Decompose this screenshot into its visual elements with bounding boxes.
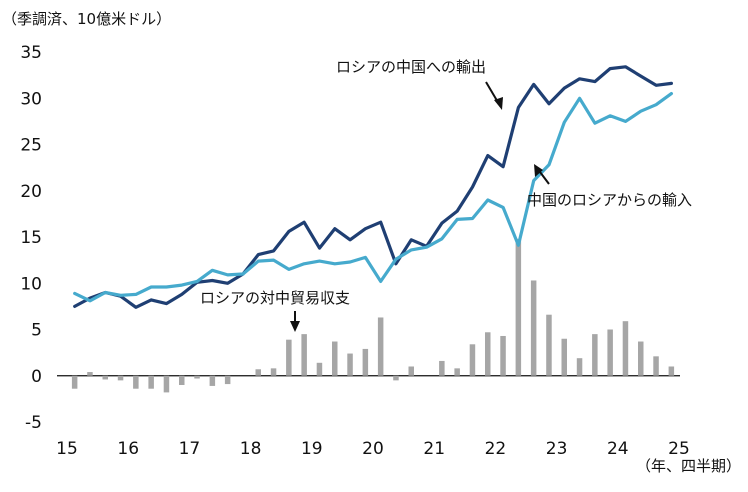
balance-bar [332, 341, 338, 376]
balance-bar [530, 280, 537, 376]
export-arrow-head [494, 97, 503, 110]
x-tick-label: 21 [423, 439, 445, 459]
balance-bar [408, 366, 414, 376]
y-axis: -5 0 5 10 15 20 25 30 35 [20, 43, 42, 433]
y-tick-label: 35 [20, 43, 42, 63]
balance-bar [270, 368, 277, 376]
balance-bar [148, 375, 154, 389]
x-tick-label: 19 [301, 439, 323, 459]
balance-bar [576, 358, 583, 376]
trade-lines [73, 65, 673, 309]
y-tick-label: 15 [20, 228, 42, 248]
balance-bar [133, 375, 139, 389]
export-line [73, 65, 673, 309]
x-tick-label: 22 [485, 439, 507, 459]
x-tick-label: 17 [179, 439, 201, 459]
balance-bar [255, 369, 261, 376]
y-tick-label: 30 [20, 89, 42, 109]
balance-annotation: ロシアの対中貿易収支 [200, 289, 350, 307]
balance-bar [362, 348, 369, 376]
y-tick-label: 25 [20, 136, 42, 156]
x-tick-label: 20 [362, 439, 384, 459]
balance-bar [286, 339, 292, 376]
x-tick-label: 16 [117, 439, 139, 459]
balance-bar [179, 375, 185, 385]
balance-arrow-head [290, 321, 300, 332]
balance-bar [87, 372, 93, 376]
y-unit-label: （季調済、10億米ドル） [2, 10, 171, 28]
balance-bar [377, 317, 384, 376]
balance-bar [469, 344, 476, 376]
x-tick-label: 25 [668, 439, 690, 459]
y-tick-label: 20 [20, 182, 42, 202]
balance-bar [622, 321, 629, 376]
x-tick-label: 15 [56, 439, 78, 459]
balance-bar [347, 353, 353, 376]
import-line [73, 92, 673, 303]
balance-bar [439, 360, 445, 376]
x-axis: 15 16 17 18 19 20 21 22 23 24 25 [56, 375, 690, 459]
balance-bar [607, 329, 613, 376]
balance-bar [194, 375, 200, 379]
balance-bar [209, 375, 216, 386]
balance-bar [561, 338, 567, 376]
balance-bar [638, 341, 644, 376]
import-annotation: 中国のロシアからの輸入 [527, 191, 692, 209]
balance-bar [102, 375, 108, 380]
x-tick-label: 18 [240, 439, 262, 459]
balance-bar [592, 334, 598, 376]
export-annotation: ロシアの中国への輸出 [336, 58, 486, 76]
y-tick-label: 0 [31, 367, 42, 387]
x-tick-label: 24 [607, 439, 629, 459]
y-tick-label: 10 [20, 274, 42, 294]
x-tick-label: 23 [546, 439, 568, 459]
balance-bar [316, 362, 323, 376]
y-tick-label: 5 [31, 321, 42, 341]
balance-bar [393, 375, 399, 381]
balance-bars [71, 238, 675, 393]
import-arrow-head [534, 164, 543, 177]
balance-bar [668, 366, 675, 376]
balance-bar [163, 375, 170, 393]
balance-bar [117, 375, 124, 381]
balance-bar [224, 375, 231, 385]
balance-bar [653, 356, 659, 376]
balance-bar [500, 335, 506, 376]
balance-bar [301, 334, 307, 376]
balance-bar [454, 368, 460, 376]
y-tick-label: -5 [25, 413, 42, 433]
balance-bar [71, 375, 78, 389]
balance-bar [485, 332, 491, 376]
x-unit-label: （年、四半期） [636, 457, 741, 475]
balance-bar [515, 238, 522, 376]
balance-bar [546, 314, 552, 376]
